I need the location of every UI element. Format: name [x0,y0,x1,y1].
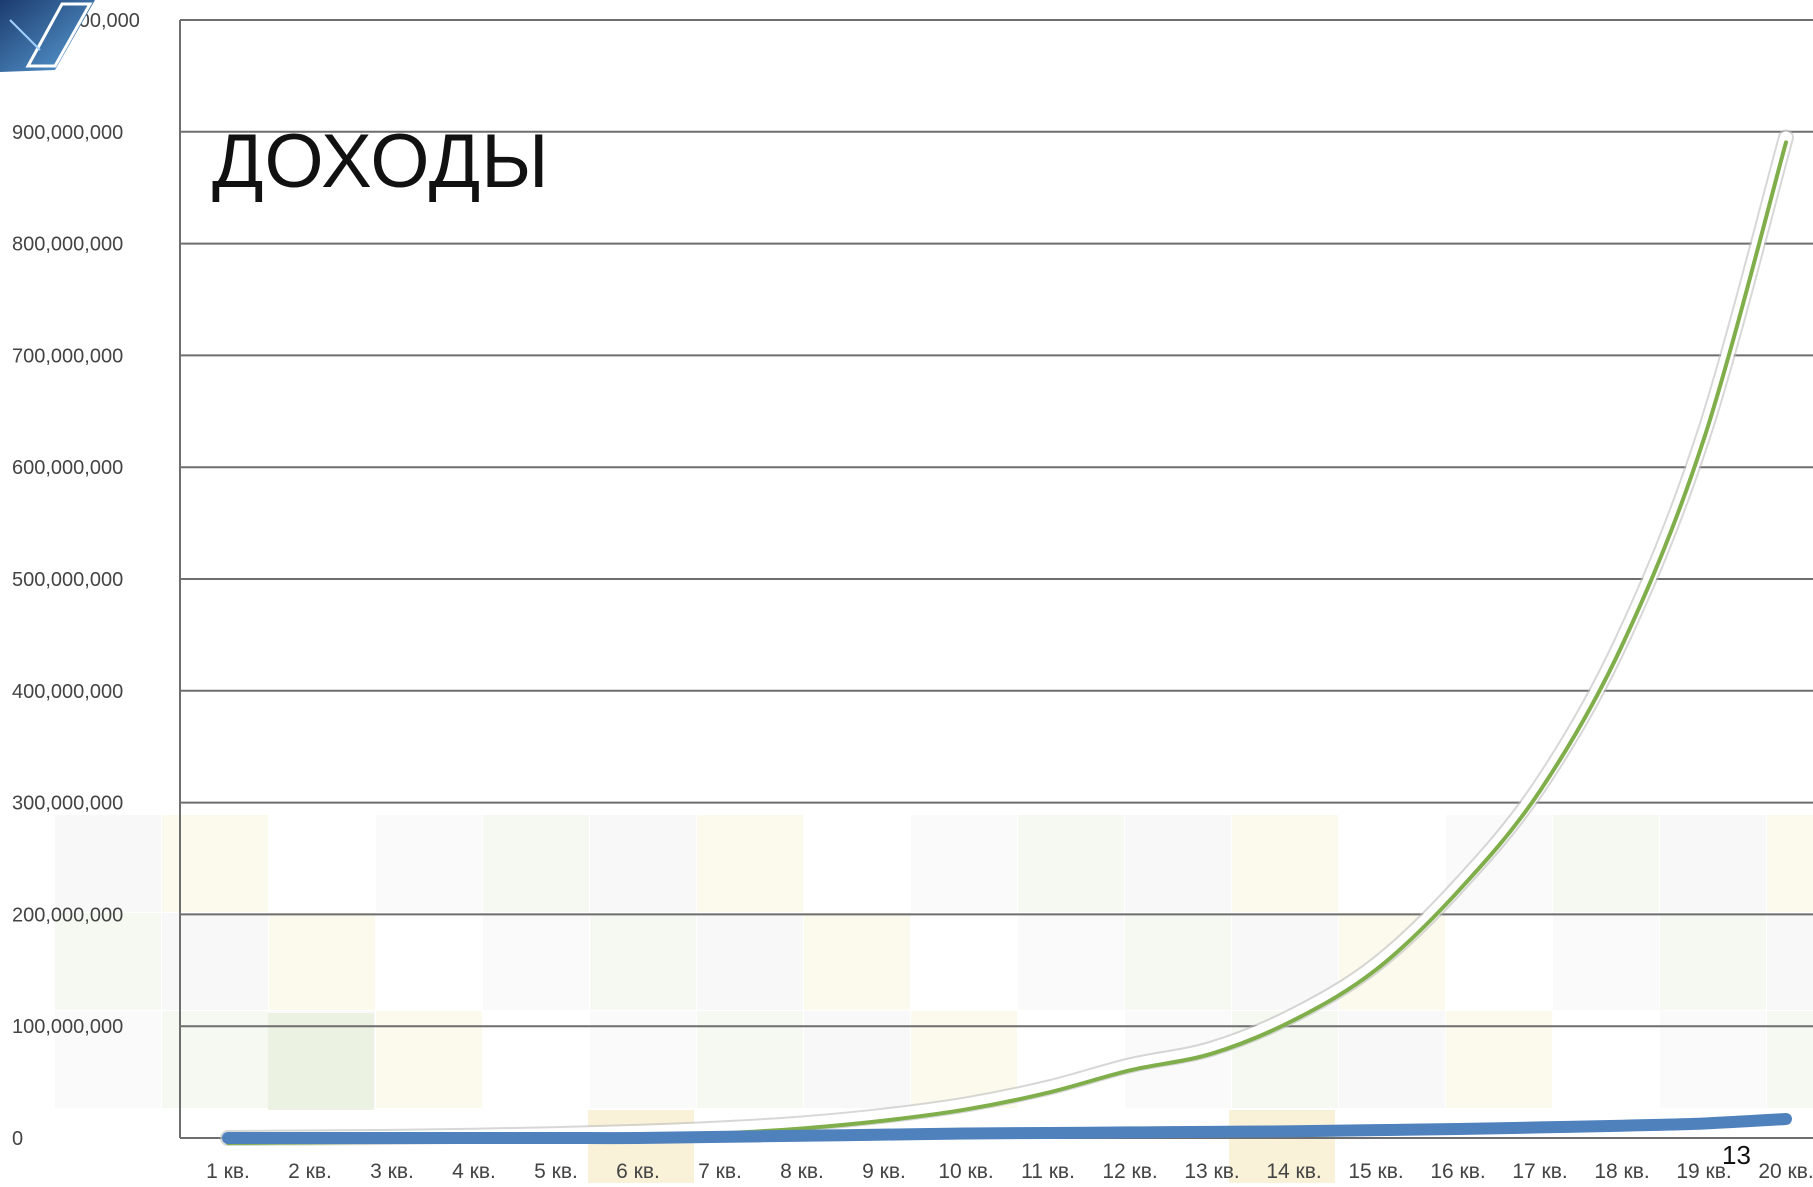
background-tile [1660,815,1766,912]
x-tick-label: 11 кв. [1021,1160,1075,1183]
background-tile [1553,913,1659,1010]
y-tick-label: 800,000,000 [12,234,123,256]
secondary-line [222,1112,1792,1145]
background-tile [376,913,482,1010]
background-tile [268,1013,374,1110]
background-tile [1125,815,1231,912]
background-tile [55,913,161,1010]
background-tile [1125,913,1231,1010]
background-tile [1018,913,1124,1010]
background-tile [376,815,482,912]
x-tick-label: 10 кв. [938,1160,993,1183]
background-tile [1553,815,1659,912]
background-tile [483,913,589,1010]
page-number: 13 [1722,1140,1751,1170]
background-tile [1339,815,1445,912]
x-tick-label: 2 кв. [288,1160,332,1183]
x-tick-label: 16 кв. [1430,1160,1485,1183]
series-lines [220,129,1794,1146]
x-tick-label: 15 кв. [1348,1160,1403,1183]
y-tick-label: 900,000,000 [12,122,123,144]
background-tile [1767,815,1813,912]
y-tick-label: 400,000,000 [12,681,123,703]
y-tick-label: 600,000,000 [12,457,123,479]
slide-title: ДОХОДЫ [212,119,550,204]
x-tick-label: 7 кв. [698,1160,742,1183]
background-tile [1660,913,1766,1010]
background-tile [1018,815,1124,912]
y-tick-label: 100,000,000 [12,1016,123,1038]
x-tick-label: 19 кв. [1676,1160,1731,1183]
background-tile [590,913,696,1010]
background-tile [1229,1110,1335,1183]
y-tick-label: 0 [12,1128,23,1150]
y-tick-label: 300,000,000 [12,793,123,815]
x-tick-label: 4 кв. [452,1160,496,1183]
background-tile [55,1011,161,1108]
x-tick-label: 1 кв. [206,1160,250,1183]
y-tick-label: 200,000,000 [12,904,123,926]
x-tick-label: 3 кв. [370,1160,414,1183]
x-tick-label: 8 кв. [780,1160,824,1183]
x-tick-label: 20 кв. [1758,1160,1813,1183]
background-tile [804,913,910,1010]
x-tick-label: 12 кв. [1102,1160,1157,1183]
background-tile [162,913,268,1010]
x-tick-label: 14 кв. [1266,1160,1321,1183]
background-tile [483,815,589,912]
background-tile [588,1110,694,1183]
background-tile [804,815,910,912]
x-tick-label: 5 кв. [534,1160,578,1183]
gridlines [180,19,1813,1028]
logo-icon [0,0,95,72]
background-tile [162,815,268,912]
x-tick-label: 18 кв. [1594,1160,1649,1183]
y-tick-label: 500,000,000 [12,569,123,591]
y-tick-label: 700,000,000 [12,345,123,367]
background-tile [1446,913,1552,1010]
background-tile [55,815,161,912]
x-tick-label: 13 кв. [1184,1160,1239,1183]
background-tile [697,913,803,1010]
background-tile [269,815,375,912]
background-tile [911,815,1017,912]
x-tick-label: 9 кв. [862,1160,906,1183]
x-axis-tick-labels: 1 кв. 2 кв. 3 кв. 4 кв. 5 кв. 6 кв. 7 кв. 8 кв.… [206,1160,1813,1183]
x-tick-label: 17 кв. [1512,1160,1567,1183]
background-tile [269,913,375,1010]
x-tick-label: 6 кв. [616,1160,660,1183]
background-tile [590,815,696,912]
background-tile [911,913,1017,1010]
background-tile [1767,913,1813,1010]
background-tile [697,815,803,912]
background-tile [1232,815,1338,912]
